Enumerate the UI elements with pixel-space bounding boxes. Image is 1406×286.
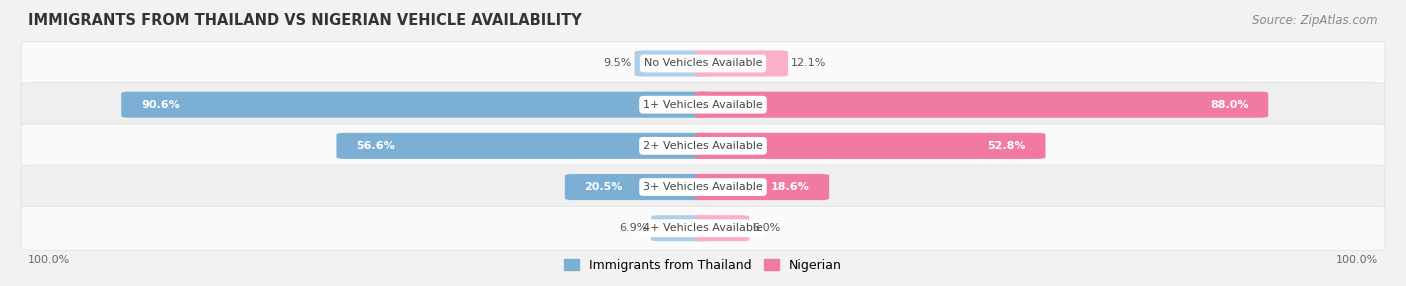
Text: 3+ Vehicles Available: 3+ Vehicles Available — [643, 182, 763, 192]
FancyBboxPatch shape — [695, 133, 1046, 159]
FancyBboxPatch shape — [21, 206, 1385, 250]
FancyBboxPatch shape — [121, 92, 711, 118]
FancyBboxPatch shape — [21, 165, 1385, 209]
Text: 12.1%: 12.1% — [790, 59, 827, 68]
FancyBboxPatch shape — [695, 215, 749, 241]
FancyBboxPatch shape — [695, 50, 787, 77]
Text: 4+ Vehicles Available: 4+ Vehicles Available — [643, 223, 763, 233]
FancyBboxPatch shape — [336, 133, 711, 159]
Text: 100.0%: 100.0% — [1336, 255, 1378, 265]
FancyBboxPatch shape — [565, 174, 711, 200]
FancyBboxPatch shape — [21, 83, 1385, 127]
Text: 9.5%: 9.5% — [603, 59, 631, 68]
Text: 56.6%: 56.6% — [356, 141, 395, 151]
FancyBboxPatch shape — [634, 50, 711, 77]
Text: 100.0%: 100.0% — [28, 255, 70, 265]
FancyBboxPatch shape — [695, 174, 830, 200]
Text: 1+ Vehicles Available: 1+ Vehicles Available — [643, 100, 763, 110]
Text: 20.5%: 20.5% — [585, 182, 623, 192]
FancyBboxPatch shape — [21, 124, 1385, 168]
Legend: Immigrants from Thailand, Nigerian: Immigrants from Thailand, Nigerian — [560, 254, 846, 277]
Text: No Vehicles Available: No Vehicles Available — [644, 59, 762, 68]
Text: 6.9%: 6.9% — [620, 223, 648, 233]
Text: 2+ Vehicles Available: 2+ Vehicles Available — [643, 141, 763, 151]
Text: 18.6%: 18.6% — [770, 182, 810, 192]
Text: 88.0%: 88.0% — [1211, 100, 1249, 110]
Text: 6.0%: 6.0% — [752, 223, 780, 233]
Text: Source: ZipAtlas.com: Source: ZipAtlas.com — [1253, 13, 1378, 27]
FancyBboxPatch shape — [21, 41, 1385, 86]
Text: 90.6%: 90.6% — [141, 100, 180, 110]
Text: IMMIGRANTS FROM THAILAND VS NIGERIAN VEHICLE AVAILABILITY: IMMIGRANTS FROM THAILAND VS NIGERIAN VEH… — [28, 13, 582, 27]
FancyBboxPatch shape — [651, 215, 711, 241]
FancyBboxPatch shape — [695, 92, 1268, 118]
Text: 52.8%: 52.8% — [987, 141, 1026, 151]
